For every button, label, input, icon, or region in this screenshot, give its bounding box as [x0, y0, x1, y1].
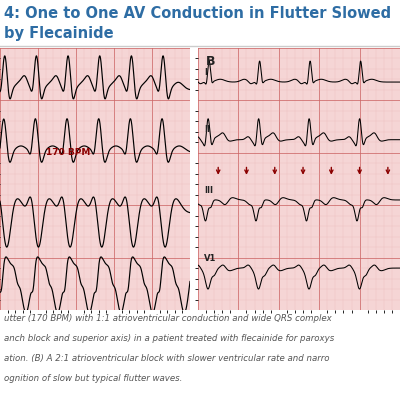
Text: anch block and superior axis) in a patient treated with flecainide for paroxys: anch block and superior axis) in a patie… [4, 334, 334, 343]
Text: I: I [204, 68, 207, 77]
Text: 4: One to One AV Conduction in Flutter Slowed: 4: One to One AV Conduction in Flutter S… [4, 6, 391, 21]
Text: B: B [206, 54, 216, 68]
Text: V1: V1 [204, 254, 216, 263]
Text: ognition of slow but typical flutter waves.: ognition of slow but typical flutter wav… [4, 374, 182, 383]
Text: 170 BPM: 170 BPM [46, 148, 90, 157]
Text: II: II [204, 126, 210, 134]
Text: ation. (B) A 2:1 atrioventricular block with slower ventricular rate and narro: ation. (B) A 2:1 atrioventricular block … [4, 354, 330, 363]
Text: III: III [204, 186, 213, 195]
Text: by Flecainide: by Flecainide [4, 26, 114, 41]
Text: utter (170 BPM) with 1:1 atrioventricular conduction and wide QRS complex: utter (170 BPM) with 1:1 atrioventricula… [4, 314, 332, 323]
